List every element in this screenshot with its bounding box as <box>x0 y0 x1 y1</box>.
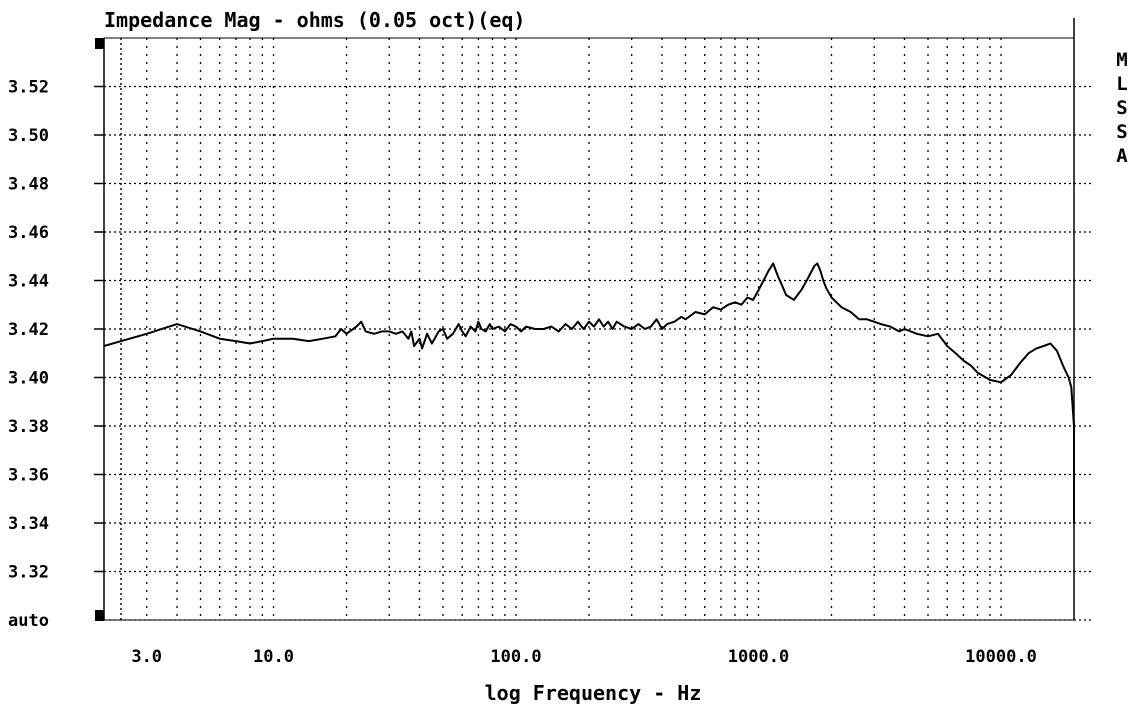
y-tick-label: 3.48 <box>8 175 49 195</box>
side-letter: L <box>1116 73 1127 95</box>
x-tick-label: 10.0 <box>253 647 294 667</box>
marker-bottom-square <box>95 610 104 621</box>
chart-title: Impedance Mag - ohms (0.05 oct)(eq) <box>104 8 525 32</box>
marker-top-square <box>95 38 104 49</box>
side-letter: S <box>1116 97 1127 119</box>
y-tick-label: 3.32 <box>8 563 49 583</box>
y-axis-ticks: 3.52 3.50 3.48 3.46 3.44 3.42 3.40 3.38 3.36 3.34… <box>8 78 104 583</box>
y-tick-label: 3.36 <box>8 466 49 486</box>
grid <box>104 38 1094 621</box>
y-tick-label: 3.42 <box>8 320 49 340</box>
y-tick-label: 3.50 <box>8 126 49 146</box>
x-tick-label: 3.0 <box>131 647 162 667</box>
side-letter: A <box>1116 145 1128 167</box>
y-tick-label: 3.40 <box>8 369 49 389</box>
x-axis-ticks: 3.0 10.0 100.0 1000.0 10000.0 <box>131 647 1036 667</box>
y-tick-label: 3.46 <box>8 223 49 243</box>
side-letter: M <box>1116 49 1127 71</box>
y-tick-label: 3.38 <box>8 417 49 437</box>
impedance-series-line <box>103 262 1075 523</box>
x-tick-label: 1000.0 <box>728 647 789 667</box>
y-tick-label: 3.52 <box>8 78 49 98</box>
x-tick-label: 10000.0 <box>965 647 1037 667</box>
x-axis-label: log Frequency - Hz <box>485 681 702 705</box>
y-tick-label: 3.44 <box>8 272 49 292</box>
side-letter: S <box>1116 121 1127 143</box>
y-axis-auto-label: auto <box>8 611 49 631</box>
y-tick-label: 3.34 <box>8 514 49 534</box>
x-tick-label: 100.0 <box>490 647 541 667</box>
